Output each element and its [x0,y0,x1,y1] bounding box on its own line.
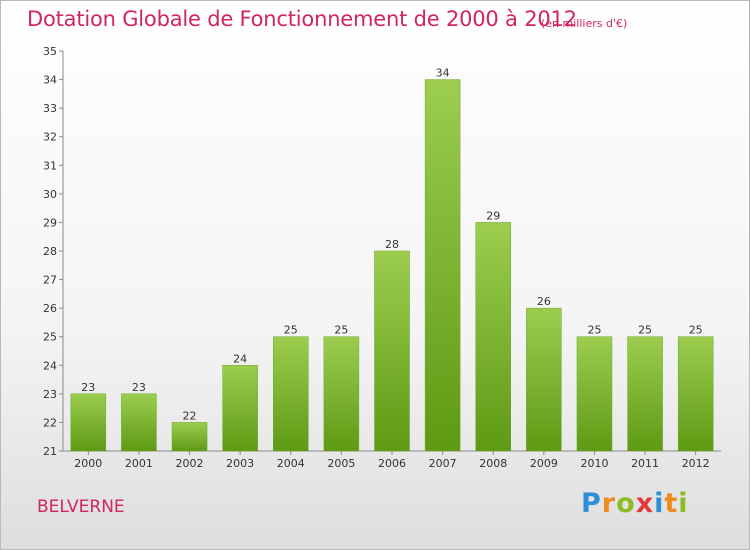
logo-letter: i [654,488,665,519]
x-tick-label-2001: 2001 [125,457,153,470]
value-label-2005: 25 [334,324,348,337]
x-tick-label-2007: 2007 [429,457,457,470]
bar-2010 [576,336,613,452]
logo-letter: P [581,488,602,519]
x-tick-label-2008: 2008 [479,457,507,470]
bar-2002 [171,422,208,452]
x-tick-label-2003: 2003 [226,457,254,470]
x-tick-label-2011: 2011 [631,457,659,470]
y-tick-label: 28 [43,245,57,258]
y-tick-label: 30 [43,188,57,201]
bar-2007 [424,79,461,452]
value-label-2000: 23 [81,381,95,394]
x-tick-label-2012: 2012 [682,457,710,470]
bar-2008 [475,222,511,452]
bar-2003 [222,365,258,452]
chart-subtitle: (en milliers d'€) [541,17,628,30]
y-tick-label: 27 [43,274,57,287]
bar-2011 [627,336,663,452]
value-label-2007: 34 [436,67,450,80]
value-label-2012: 25 [689,324,703,337]
logo-letter: t [664,488,679,519]
chart-y-ticks: 21 22 23 24 25 26 27 28 29 30 31 32 33 34 35 [43,45,63,458]
x-tick-label-2000: 2000 [74,457,102,470]
x-tick-label-2005: 2005 [327,457,355,470]
value-label-2006: 28 [385,238,399,251]
x-tick-label-2004: 2004 [277,457,305,470]
y-tick-label: 26 [43,302,57,315]
value-label-2009: 26 [537,295,551,308]
y-tick-label: 23 [43,388,57,401]
bar-2005 [323,336,360,452]
y-tick-label: 33 [43,102,57,115]
logo-letter: x [635,488,655,519]
x-tick-label-2009: 2009 [530,457,558,470]
proxiti-logo: Proxiti [581,488,689,519]
x-tick-label-2006: 2006 [378,457,406,470]
bar-2004 [273,336,309,452]
y-tick-label: 31 [43,159,57,172]
y-tick-label: 22 [43,416,57,429]
logo-letter: i [678,488,689,519]
logo-letter: r [601,488,617,519]
bar-2000 [70,393,107,452]
chart-title: Dotation Globale de Fonctionnement de 20… [27,7,577,31]
value-label-2008: 29 [486,209,500,222]
bar-2009 [526,307,562,452]
logo-letter: o [616,488,636,519]
value-label-2001: 23 [132,381,146,394]
x-tick-label-2002: 2002 [176,457,204,470]
chart-x-ticks: 2000 2001 2002 2003 2004 2005 2006 2007 2008 2009… [74,451,710,470]
bar-2012 [677,336,714,452]
value-label-2003: 24 [233,352,247,365]
value-label-2004: 25 [284,324,298,337]
value-label-2011: 25 [638,324,652,337]
y-tick-label: 25 [43,331,57,344]
bar-2006 [374,250,410,452]
y-tick-label: 29 [43,216,57,229]
y-tick-label: 21 [43,445,57,458]
y-tick-label: 32 [43,131,57,144]
y-tick-label: 24 [43,359,57,372]
y-tick-label: 35 [43,45,57,58]
chart-bars [70,79,714,452]
x-tick-label-2010: 2010 [580,457,608,470]
chart-value-labels: 23 23 22 24 25 25 28 34 29 26 25 25 25 [81,67,702,423]
value-label-2002: 22 [183,409,197,422]
value-label-2010: 25 [587,324,601,337]
commune-name: BELVERNE [37,497,125,517]
bar-2001 [121,393,157,452]
y-tick-label: 34 [43,74,57,87]
